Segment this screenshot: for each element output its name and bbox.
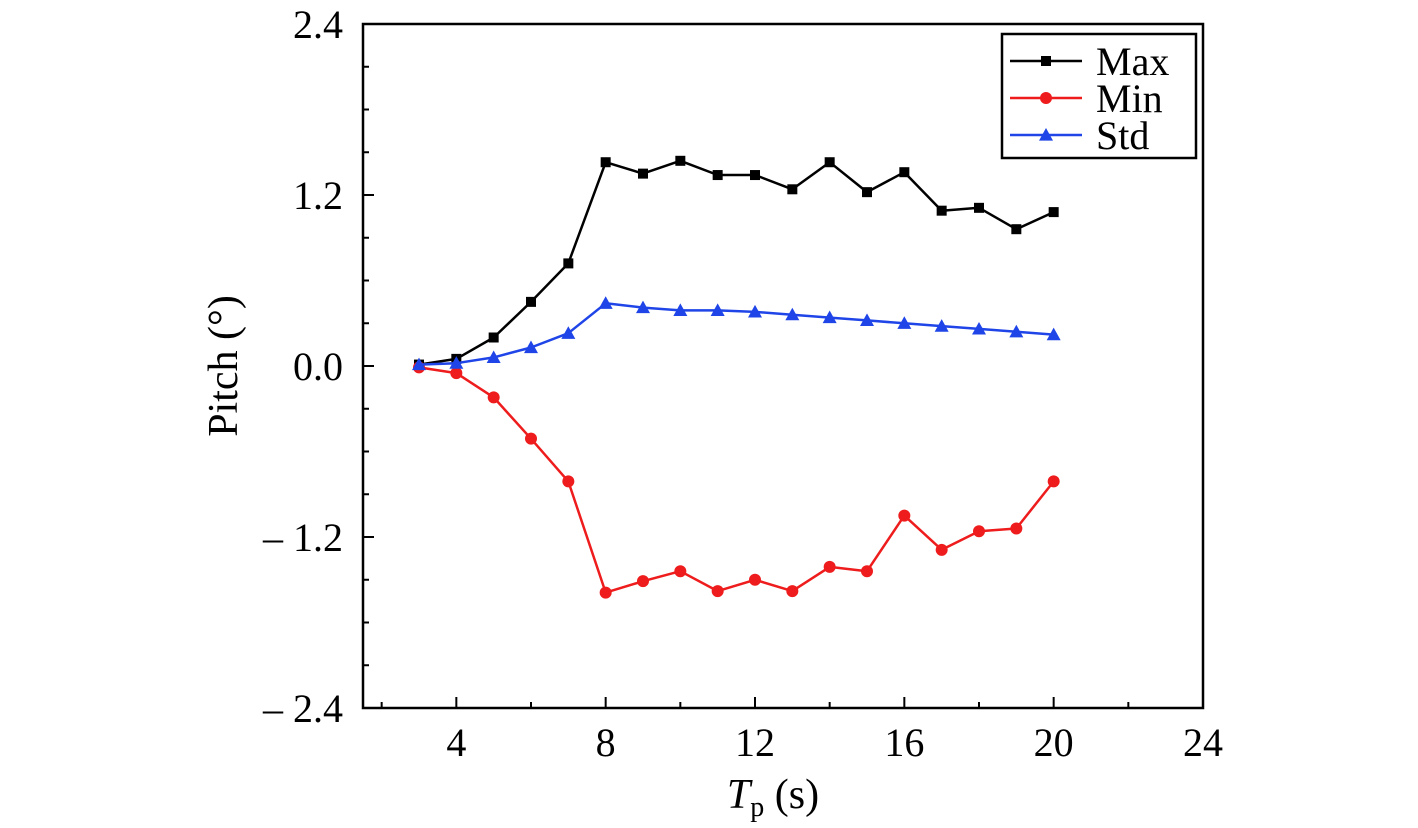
y-tick-label: – 1.2 — [262, 515, 343, 560]
legend-item-max: Max — [1010, 39, 1169, 84]
data-point-max — [526, 296, 536, 307]
data-point-std — [1046, 327, 1061, 341]
data-point-max — [488, 332, 499, 343]
series-line-max — [418, 159, 1055, 366]
y-tick-label: 2.4 — [293, 2, 343, 47]
y-tick-label: 0.0 — [293, 344, 343, 389]
series-std — [412, 296, 1061, 371]
y-axis-label: Pitch (°) — [201, 295, 247, 437]
legend-label-std: Std — [1096, 113, 1149, 158]
data-point-std — [860, 313, 874, 326]
data-point-max — [787, 184, 798, 195]
data-point-max — [899, 167, 910, 178]
data-point-std — [1009, 324, 1024, 338]
data-point-std — [710, 303, 725, 317]
data-point-std — [561, 326, 576, 339]
data-point-std — [972, 321, 986, 335]
data-point-min — [711, 585, 724, 598]
data-point-std — [486, 350, 501, 364]
legend-label-min: Min — [1096, 76, 1163, 121]
data-point-max — [824, 157, 835, 168]
legend-item-min: Min — [1010, 76, 1163, 121]
data-point-max — [862, 187, 872, 198]
x-tick-label: 8 — [596, 720, 616, 765]
legend-box — [1000, 32, 1198, 160]
data-point-max — [1011, 224, 1022, 235]
data-point-std — [636, 300, 650, 314]
data-point-min — [1010, 522, 1023, 535]
data-point-min — [935, 543, 948, 556]
data-point-std — [524, 340, 538, 354]
data-point-min — [637, 575, 649, 588]
data-point-max — [712, 170, 723, 181]
data-point-min — [525, 432, 537, 445]
data-point-min — [861, 565, 873, 578]
series-line-min — [418, 366, 1055, 594]
y-tick-label: – 2.4 — [262, 686, 343, 731]
data-point-min — [599, 586, 612, 599]
data-point-max — [1048, 207, 1059, 218]
data-point-min — [562, 475, 575, 488]
data-point-min — [786, 585, 799, 598]
series-min — [413, 361, 1060, 599]
series-line-std — [418, 302, 1054, 366]
data-point-std — [748, 304, 762, 318]
legend-marker-max — [1041, 56, 1051, 66]
x-axis-label-main: T — [727, 772, 753, 818]
legend-item-std: Std — [1010, 113, 1149, 158]
data-point-max — [750, 170, 760, 181]
data-point-min — [674, 565, 687, 578]
data-point-min — [749, 573, 761, 586]
data-point-std — [449, 356, 464, 369]
data-point-min — [1047, 475, 1060, 488]
legend-marker-std — [1039, 128, 1053, 141]
y-tick-label: 1.2 — [293, 173, 343, 218]
data-point-std — [934, 319, 949, 332]
data-point-std — [673, 303, 688, 317]
x-axis-label-unit: (s) — [764, 772, 819, 818]
x-axis-label: Tp (s) — [727, 772, 819, 823]
series-max — [414, 155, 1059, 370]
legend-label-max: Max — [1096, 39, 1169, 84]
x-tick-label: 16 — [884, 720, 924, 765]
data-point-max — [638, 168, 648, 179]
data-point-std — [785, 307, 800, 321]
x-axis-label-sub: p — [750, 792, 764, 823]
data-point-std — [822, 310, 837, 324]
data-point-max — [675, 155, 686, 166]
data-point-std — [897, 316, 912, 329]
x-tick-label: 24 — [1183, 720, 1223, 765]
data-point-min — [973, 525, 985, 538]
x-tick-label: 12 — [735, 720, 775, 765]
data-point-max — [563, 258, 574, 269]
axes-layer: 4 8 12 16 20 24 – 2.4 – 1.2 0.0 1.2 2.4 Tp (s) Pitch… — [201, 2, 1223, 823]
data-point-max — [974, 202, 984, 213]
data-point-max — [936, 205, 947, 216]
data-point-min — [450, 367, 463, 380]
data-point-std — [598, 296, 613, 309]
data-point-min — [823, 560, 836, 573]
data-point-std — [412, 357, 426, 371]
data-point-min — [898, 509, 911, 522]
data-point-max — [600, 157, 611, 168]
data-point-min — [487, 391, 500, 404]
legend-marker-min — [1040, 92, 1052, 104]
x-tick-label: 20 — [1034, 720, 1074, 765]
series-layer — [412, 155, 1061, 599]
x-tick-label: 4 — [446, 720, 466, 765]
